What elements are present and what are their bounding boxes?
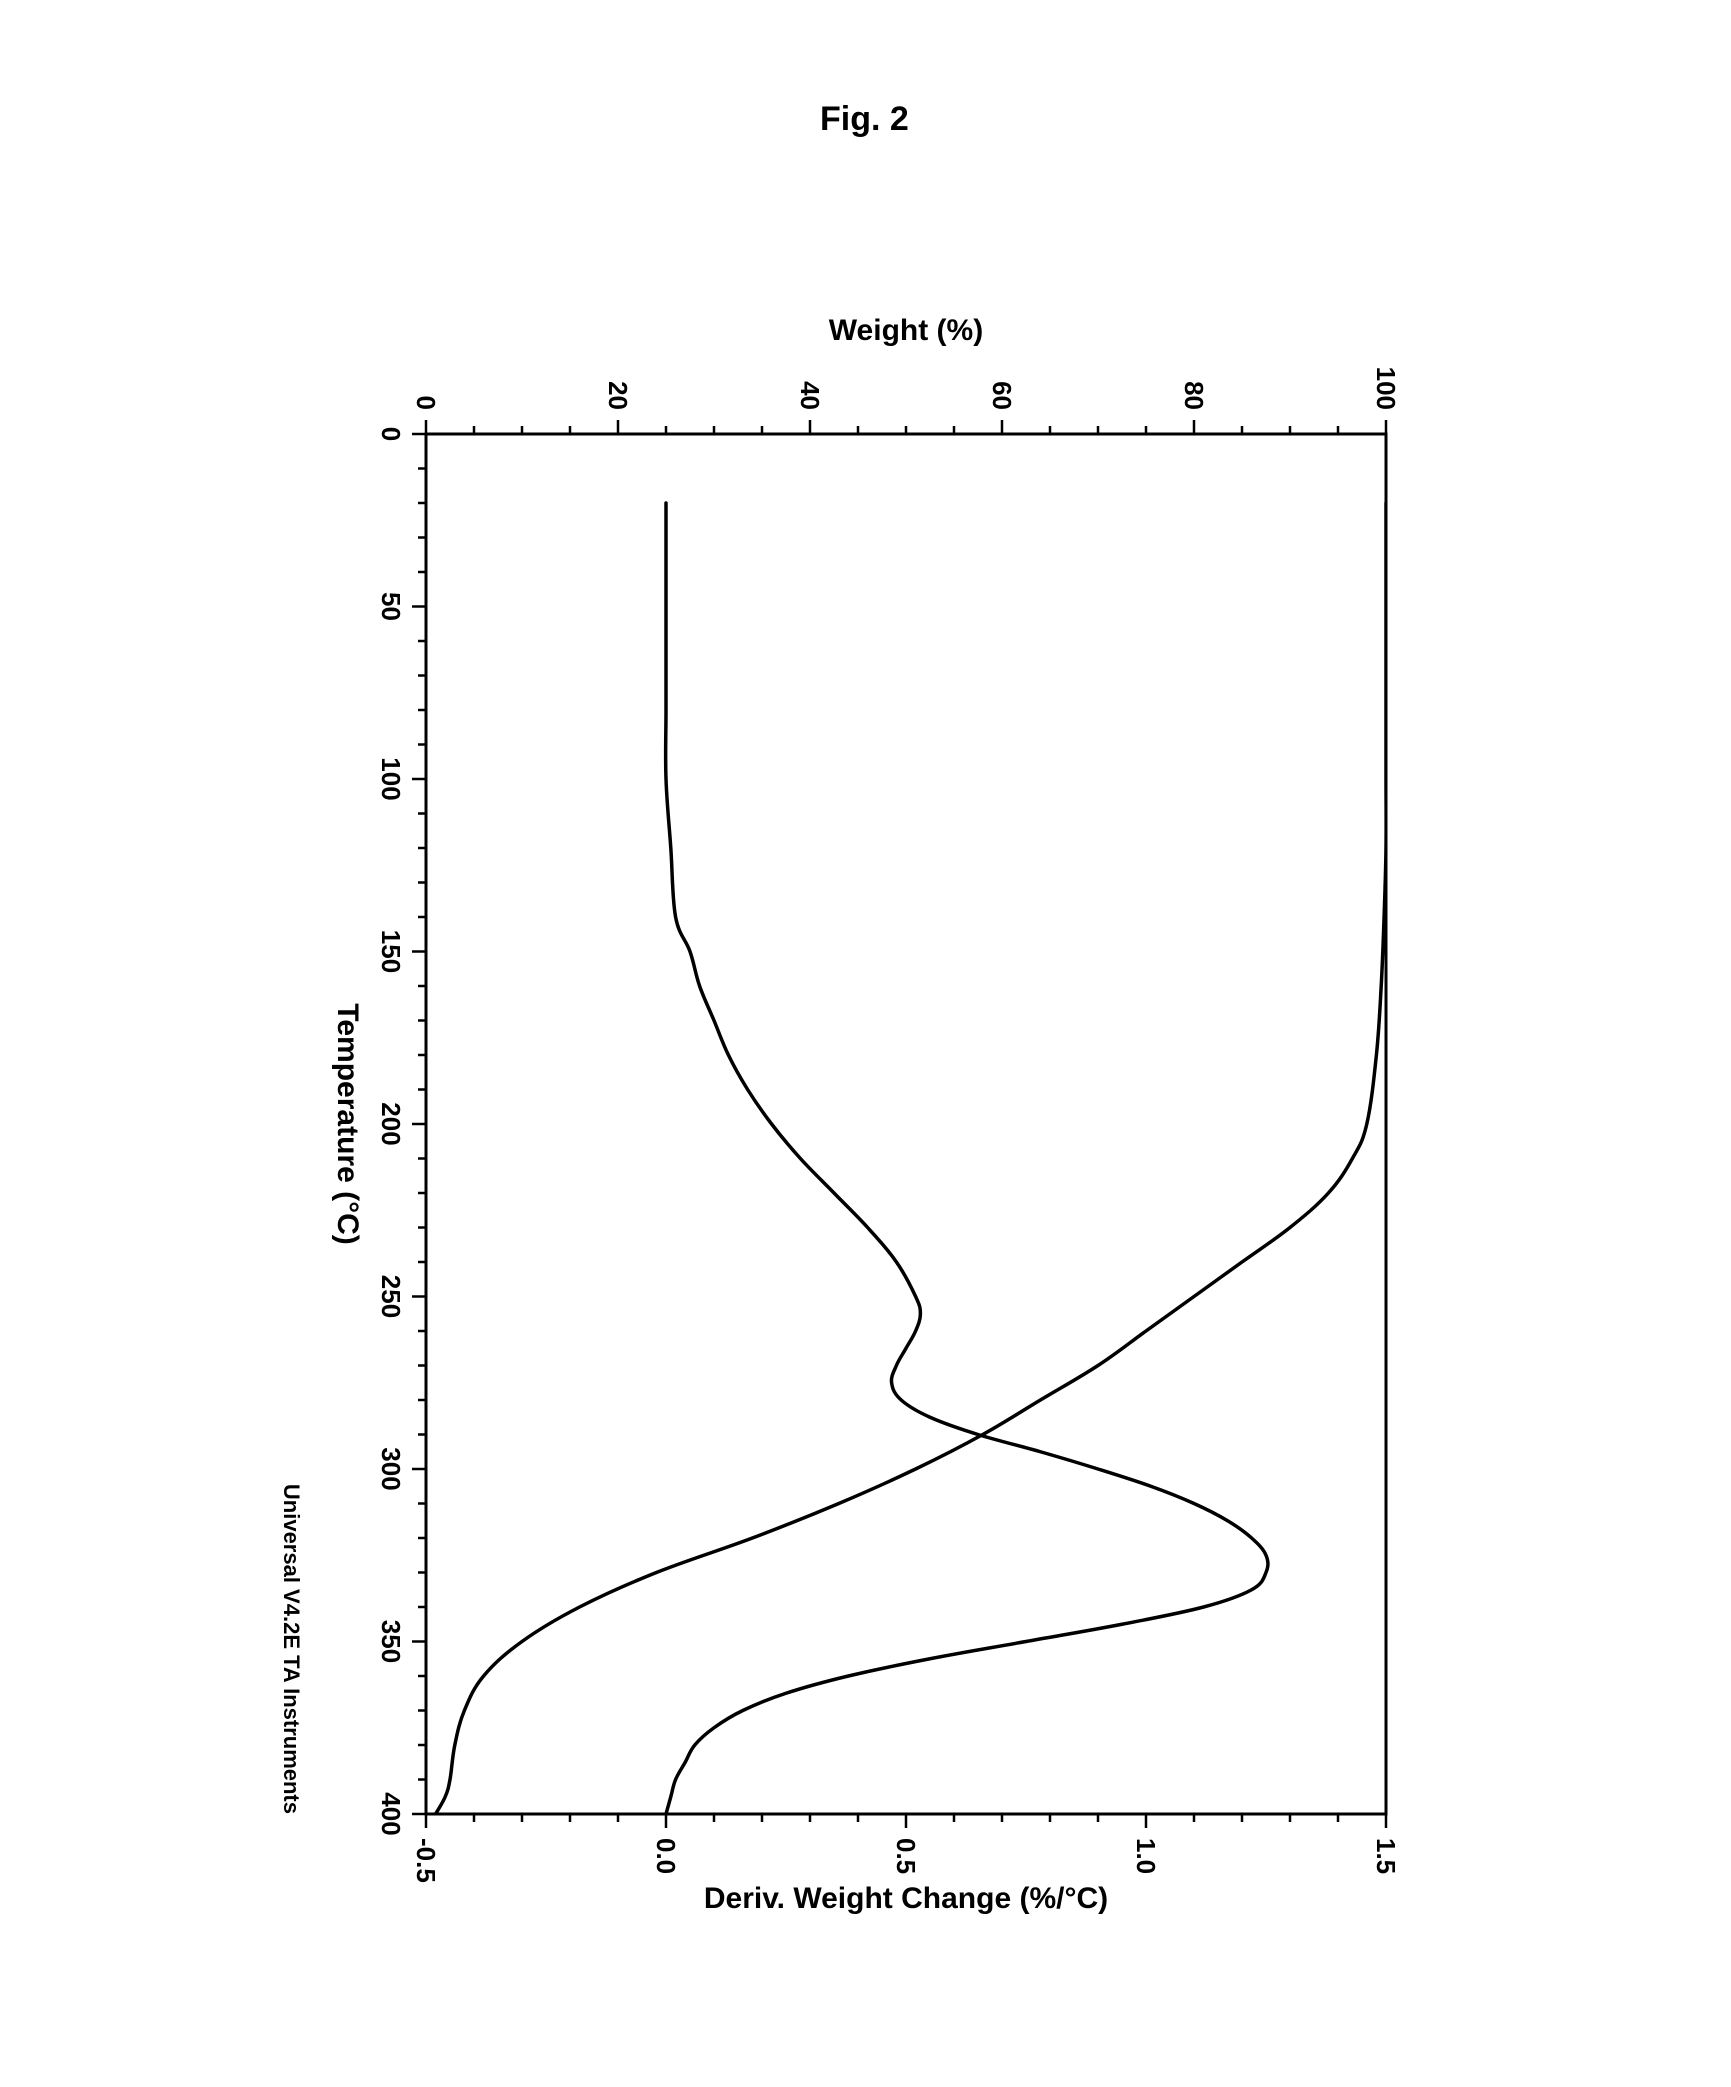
yright-tick-label: 0.0	[650, 1838, 680, 1874]
x-tick-label: 350	[376, 1619, 406, 1662]
yright-tick-label: 1.5	[1370, 1838, 1400, 1874]
yleft-tick-label: 60	[986, 381, 1016, 410]
yleft-tick-label: 80	[1178, 381, 1208, 410]
x-tick-label: 250	[376, 1274, 406, 1317]
yright-tick-label: -0.5	[410, 1838, 440, 1883]
yleft-tick-label: 40	[794, 381, 824, 410]
x-tick-label: 0	[376, 426, 406, 440]
chart-footer: Universal V4.2E TA Instruments	[279, 1483, 304, 1813]
x-axis-label: Temperature (°C)	[331, 1003, 364, 1244]
figure-title: Fig. 2	[820, 100, 909, 139]
yleft-tick-label: 20	[602, 381, 632, 410]
yleft-tick-label: 100	[1370, 366, 1400, 409]
tga-chart: 050100150200250300350400Temperature (°C)…	[266, 274, 1466, 1974]
yright-tick-label: 1.0	[1130, 1838, 1160, 1874]
yright-axis-label: Deriv. Weight Change (%/°C)	[703, 1882, 1107, 1915]
plot-border	[426, 434, 1386, 1814]
x-tick-label: 50	[376, 592, 406, 621]
page: Fig. 2 050100150200250300350400Temperatu…	[0, 0, 1731, 2087]
chart-svg: 050100150200250300350400Temperature (°C)…	[266, 274, 1466, 1974]
x-tick-label: 200	[376, 1102, 406, 1145]
yleft-tick-label: 0	[410, 395, 440, 409]
x-tick-label: 400	[376, 1792, 406, 1835]
weight-curve	[435, 503, 1386, 1814]
x-tick-label: 300	[376, 1447, 406, 1490]
x-tick-label: 100	[376, 757, 406, 800]
x-tick-label: 150	[376, 929, 406, 972]
yright-tick-label: 0.5	[890, 1838, 920, 1874]
derivative-curve	[665, 503, 1267, 1814]
yleft-axis-label: Weight (%)	[828, 314, 982, 347]
